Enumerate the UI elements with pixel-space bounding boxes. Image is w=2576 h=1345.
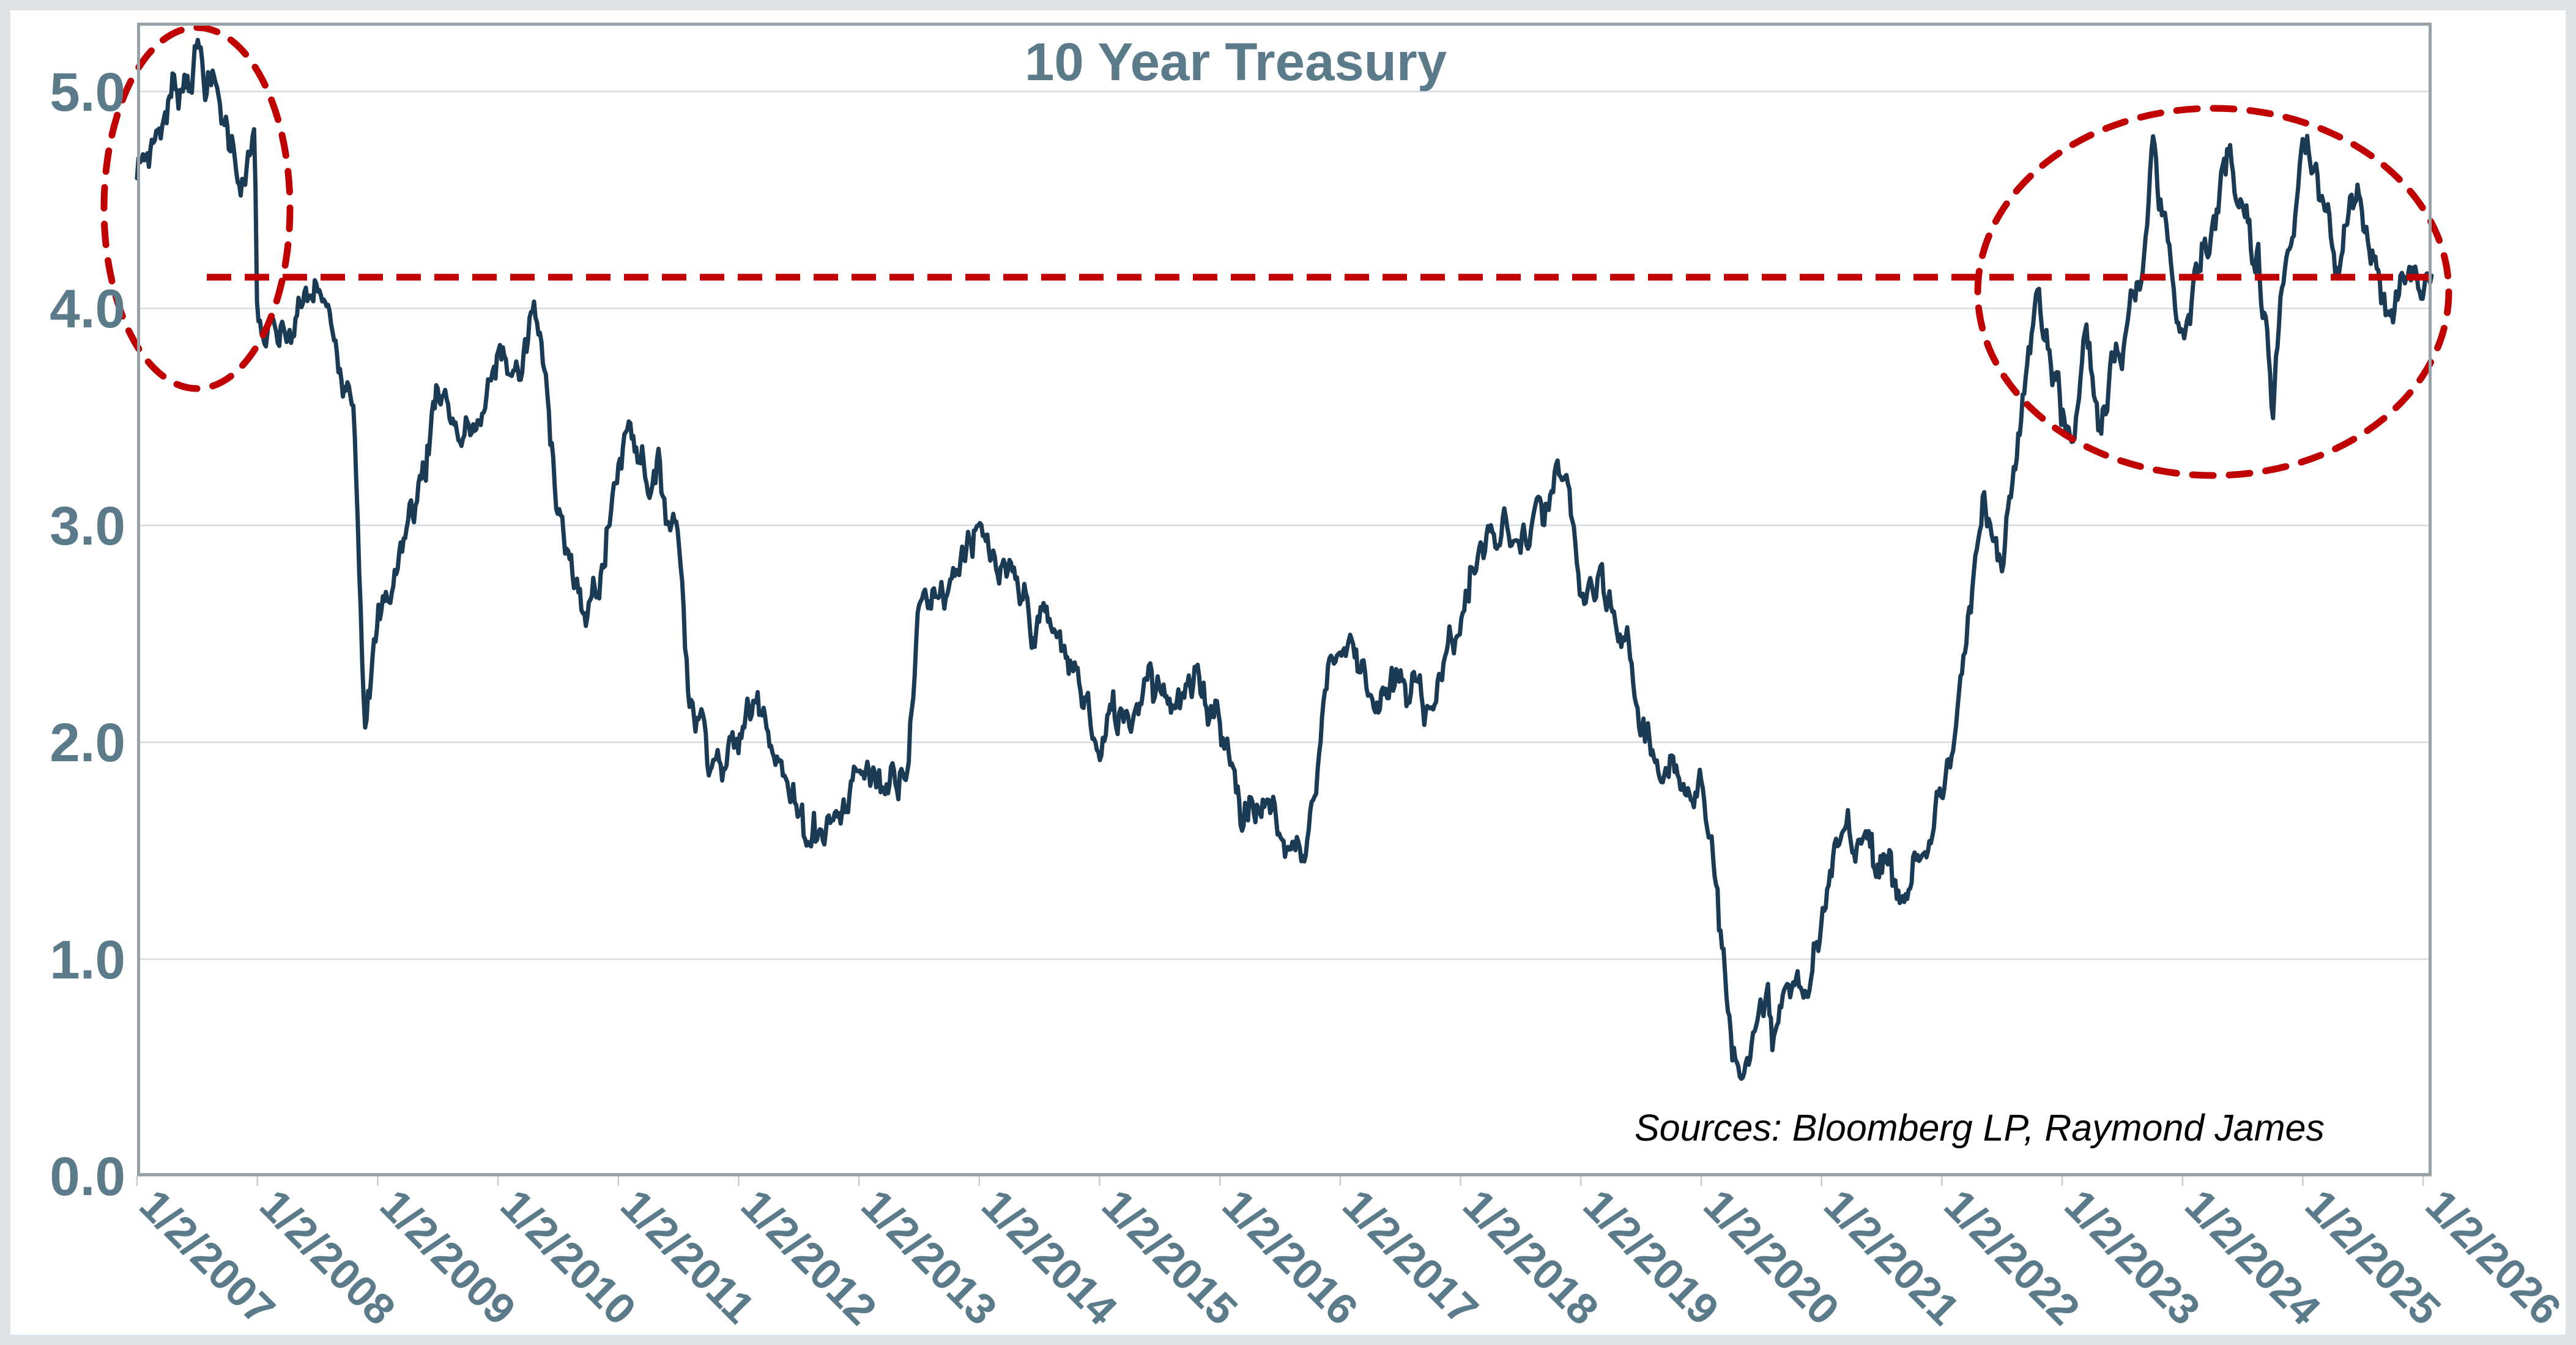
svg-text:1/2/2026: 1/2/2026 <box>2416 1180 2570 1334</box>
